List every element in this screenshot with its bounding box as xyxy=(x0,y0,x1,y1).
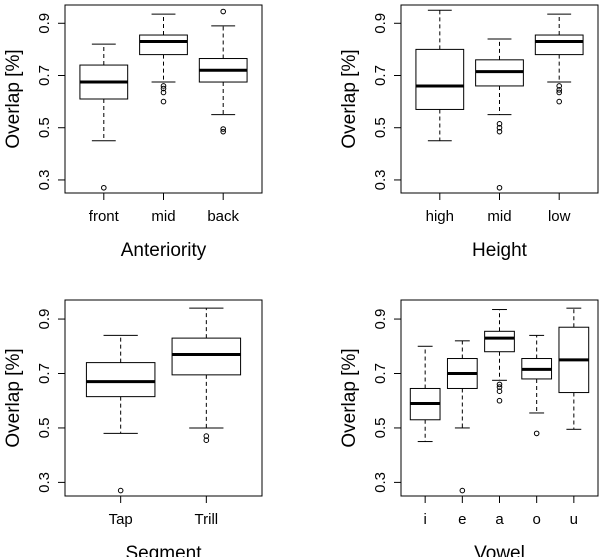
box-u xyxy=(558,307,590,430)
outlier-point xyxy=(203,437,210,443)
iqr-box xyxy=(171,337,242,376)
x-axis-title: Height xyxy=(472,240,528,261)
x-axis-title: Vowel xyxy=(474,543,525,557)
x-category-label: e xyxy=(458,511,466,528)
y-tick-label: 0.3 xyxy=(372,472,389,493)
x-category-label: mid xyxy=(487,208,511,225)
outlier-point xyxy=(556,87,562,93)
box-e xyxy=(446,340,478,494)
outlier-point xyxy=(496,184,503,191)
y-tick-label: 0.5 xyxy=(36,418,53,439)
outlier-point xyxy=(220,8,226,15)
y-tick-label: 0.5 xyxy=(372,117,389,138)
outlier-point xyxy=(220,128,226,135)
plot-frame xyxy=(64,299,263,497)
y-axis-title: Overlap [%] xyxy=(339,348,360,447)
outlier-point xyxy=(101,184,107,191)
x-category-label: Trill xyxy=(195,511,219,528)
y-tick-label: 0.7 xyxy=(372,363,389,384)
y-tick-label: 0.3 xyxy=(372,170,389,191)
x-category-label: i xyxy=(423,511,426,528)
outlier-point xyxy=(160,89,167,96)
y-axis-title: Overlap [%] xyxy=(3,348,24,447)
outlier-point xyxy=(556,89,562,96)
outlier-point xyxy=(496,121,503,127)
outlier-point xyxy=(556,98,562,105)
box-front xyxy=(79,43,129,191)
box-Trill xyxy=(171,307,242,443)
x-category-label: back xyxy=(207,208,239,225)
box-low xyxy=(534,13,584,105)
outlier-point xyxy=(496,384,503,390)
y-tick-label: 0.9 xyxy=(36,309,53,330)
y-tick-label: 0.7 xyxy=(372,65,389,86)
iqr-box xyxy=(85,362,156,398)
box-i xyxy=(409,345,441,443)
iqr-box xyxy=(534,34,584,56)
x-category-label: u xyxy=(570,511,578,528)
outlier-point xyxy=(496,397,503,404)
chart-panel-3: 0.3 0.5 0.7 0.9 Overlap [%] Tap Trill Segment xyxy=(3,299,263,557)
outlier-point xyxy=(160,98,167,105)
iqr-box xyxy=(484,330,515,353)
box-a xyxy=(484,309,515,404)
y-tick-label: 0.3 xyxy=(36,170,53,191)
outlier-point xyxy=(556,83,562,89)
y-tick-label: 0.7 xyxy=(36,65,53,86)
x-category-label: o xyxy=(532,511,540,528)
x-category-label: front xyxy=(89,208,120,225)
outlier-point xyxy=(117,487,124,494)
y-tick-label: 0.9 xyxy=(372,13,389,34)
outlier-point xyxy=(496,124,503,131)
y-tick-label: 0.5 xyxy=(36,117,53,138)
y-axis-title: Overlap [%] xyxy=(339,49,360,148)
y-tick-label: 0.7 xyxy=(36,363,53,384)
box-o xyxy=(521,334,553,437)
iqr-box xyxy=(139,34,188,56)
box-mid xyxy=(475,38,524,191)
chart-panel-4: 0.3 0.5 0.7 0.9 Overlap [%] i e a o u Vowel xyxy=(339,299,599,557)
box-back xyxy=(198,8,248,135)
x-category-label: Tap xyxy=(109,511,133,528)
box-mid xyxy=(139,13,188,105)
outlier-point xyxy=(496,388,503,394)
x-category-label: low xyxy=(548,208,571,225)
outlier-point xyxy=(160,83,167,89)
box-Tap xyxy=(85,334,156,494)
outlier-point xyxy=(160,85,167,92)
outlier-point xyxy=(459,487,466,494)
x-category-label: mid xyxy=(151,208,175,225)
outlier-point xyxy=(496,128,503,135)
x-axis-title: Segment xyxy=(125,543,202,557)
outlier-point xyxy=(533,430,540,437)
outlier-point xyxy=(203,433,210,439)
y-tick-label: 0.3 xyxy=(36,472,53,493)
outlier-point xyxy=(220,126,226,132)
x-category-label: a xyxy=(495,511,504,528)
box-high xyxy=(415,9,465,142)
y-tick-label: 0.9 xyxy=(36,13,53,34)
x-category-label: high xyxy=(426,208,454,225)
y-axis-title: Overlap [%] xyxy=(3,49,24,148)
chart-panel-1: 0.3 0.5 0.7 0.9 Overlap [%] front mid backAnter… xyxy=(3,4,263,261)
iqr-box xyxy=(415,48,465,110)
y-tick-label: 0.9 xyxy=(372,309,389,330)
outlier-point xyxy=(496,381,503,388)
x-axis-title: Anteriority xyxy=(121,240,207,261)
chart-panel-2: 0.3 0.5 0.7 0.9 Overlap [%] high mid low Height xyxy=(339,4,599,261)
y-tick-label: 0.5 xyxy=(372,418,389,439)
